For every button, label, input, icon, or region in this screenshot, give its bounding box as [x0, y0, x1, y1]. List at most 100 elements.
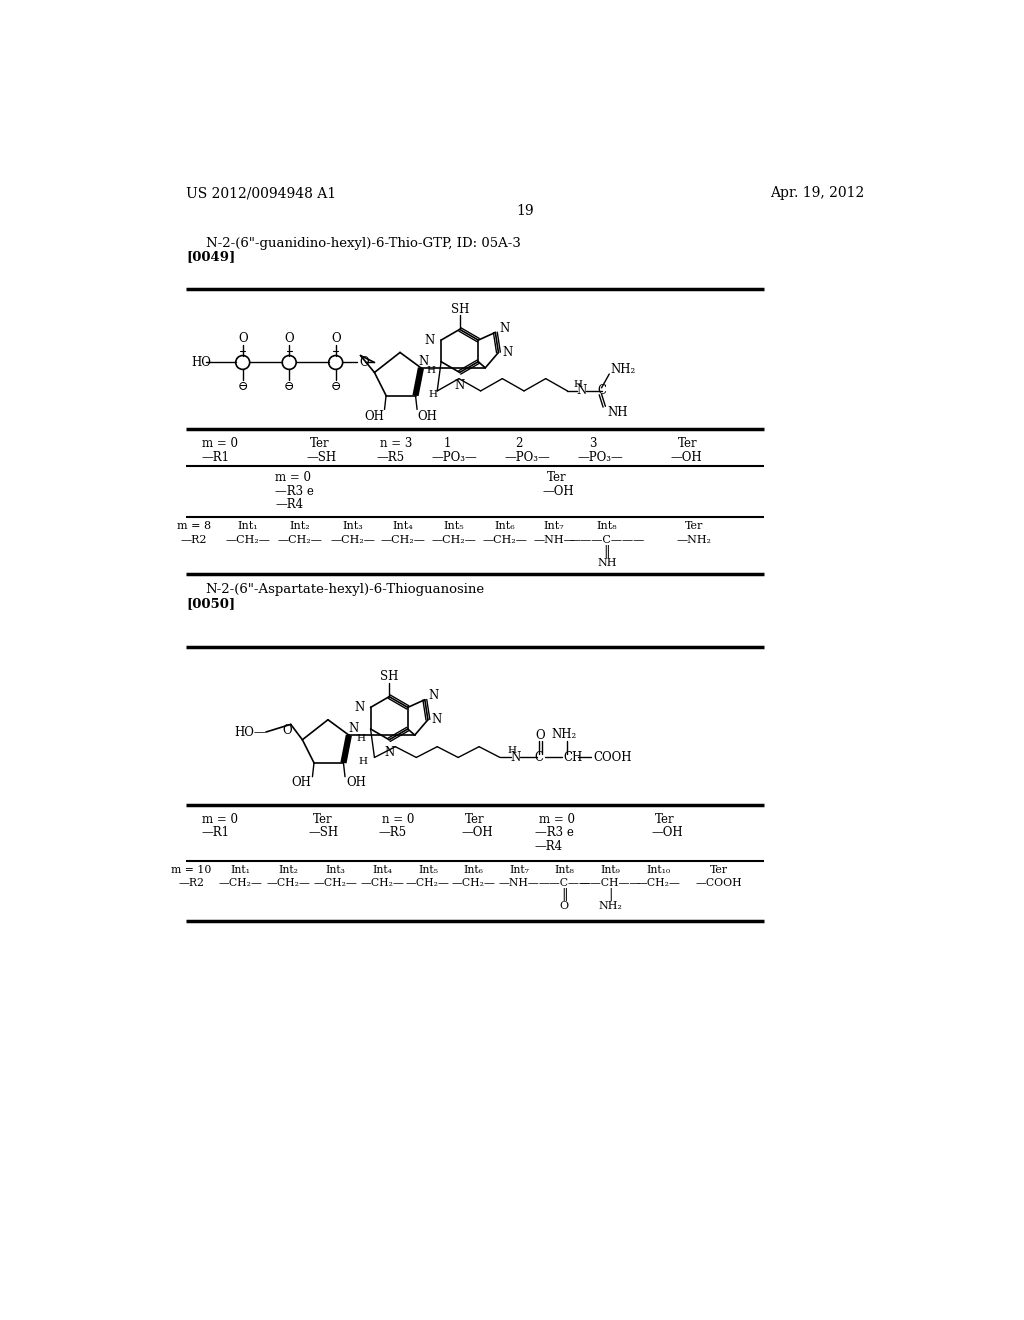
Text: N: N: [500, 322, 510, 335]
Text: NH₂: NH₂: [598, 902, 622, 911]
Text: NH₂: NH₂: [611, 363, 636, 376]
Text: —CH₂—: —CH₂—: [266, 878, 310, 888]
Text: Int₄: Int₄: [393, 521, 414, 532]
Text: Int₁: Int₁: [230, 865, 251, 875]
Text: Ter: Ter: [465, 813, 484, 825]
Text: N: N: [348, 722, 358, 735]
Text: Int₄: Int₄: [373, 865, 392, 875]
Text: Ter: Ter: [710, 865, 727, 875]
Text: —CH₂—: —CH₂—: [406, 878, 450, 888]
Text: 2: 2: [516, 437, 523, 450]
Text: —R1: —R1: [202, 826, 229, 840]
Text: —CH₂—: —CH₂—: [381, 535, 426, 545]
Text: m = 0: m = 0: [539, 813, 574, 825]
Text: —PO₃—: —PO₃—: [432, 450, 477, 463]
Text: 1: 1: [443, 437, 451, 450]
Text: —CH₂—: —CH₂—: [331, 535, 375, 545]
Text: —R5: —R5: [376, 450, 404, 463]
Text: H: H: [427, 367, 435, 375]
Text: Ter: Ter: [655, 813, 675, 825]
Text: —R3 e: —R3 e: [275, 484, 314, 498]
Text: 19: 19: [516, 203, 534, 218]
Text: N: N: [429, 689, 439, 702]
Text: —NH—: —NH—: [499, 878, 540, 888]
Text: O: O: [359, 356, 370, 370]
Text: Int₁₀: Int₁₀: [647, 865, 671, 875]
Text: 3: 3: [589, 437, 597, 450]
Text: m = 0: m = 0: [202, 813, 238, 825]
Text: —OH: —OH: [543, 484, 574, 498]
Text: ⊖: ⊖: [331, 380, 341, 393]
Text: n = 0: n = 0: [382, 813, 415, 825]
Text: n = 3: n = 3: [380, 437, 413, 450]
Text: N: N: [425, 334, 435, 347]
Text: ⊖: ⊖: [284, 380, 295, 393]
Text: Int₃: Int₃: [326, 865, 346, 875]
Text: —OH: —OH: [671, 450, 702, 463]
Text: m = 0: m = 0: [202, 437, 238, 450]
Text: O: O: [285, 333, 294, 345]
Text: O: O: [282, 723, 292, 737]
Text: CH: CH: [563, 751, 583, 764]
Text: —CH₂—: —CH₂—: [225, 535, 270, 545]
Text: OH: OH: [417, 409, 437, 422]
Text: —R3 e: —R3 e: [535, 826, 573, 840]
Text: Int₈: Int₈: [554, 865, 574, 875]
Text: N: N: [503, 346, 513, 359]
Text: —PO₃—: —PO₃—: [578, 450, 624, 463]
Text: [0050]: [0050]: [186, 597, 236, 610]
Text: N-2-(6"-Aspartate-hexyl)-6-Thioguanosine: N-2-(6"-Aspartate-hexyl)-6-Thioguanosine: [206, 583, 484, 597]
Text: N: N: [384, 746, 394, 759]
Text: NH₂: NH₂: [551, 727, 577, 741]
Text: N: N: [419, 355, 429, 368]
Text: Int₆: Int₆: [464, 865, 483, 875]
Text: m = 10: m = 10: [171, 865, 212, 875]
Text: —SH: —SH: [306, 450, 336, 463]
Text: Int₁: Int₁: [238, 521, 258, 532]
Text: ——CH——: ——CH——: [580, 878, 641, 888]
Text: US 2012/0094948 A1: US 2012/0094948 A1: [186, 186, 336, 201]
Text: Ter: Ter: [547, 471, 566, 484]
Text: —CH₂—: —CH₂—: [360, 878, 404, 888]
Text: —CH₂—: —CH₂—: [431, 535, 476, 545]
Text: O: O: [238, 333, 248, 345]
Text: [0049]: [0049]: [186, 249, 236, 263]
Text: —CH₂—: —CH₂—: [482, 535, 527, 545]
Text: OH: OH: [365, 409, 385, 422]
Text: Ter: Ter: [312, 813, 332, 825]
Text: Int₃: Int₃: [342, 521, 364, 532]
Text: O: O: [331, 333, 341, 345]
Text: N: N: [511, 751, 521, 764]
Text: —CH₂—: —CH₂—: [637, 878, 681, 888]
Text: —R5: —R5: [378, 826, 407, 840]
Text: —R4: —R4: [535, 840, 563, 853]
Text: N: N: [577, 384, 587, 397]
Text: —CH₂—: —CH₂—: [278, 535, 323, 545]
Text: Int₇: Int₇: [544, 521, 564, 532]
Text: ——C——: ——C——: [539, 878, 590, 888]
Text: Int₈: Int₈: [597, 521, 617, 532]
Text: OH: OH: [346, 776, 367, 789]
Text: ‖: ‖: [561, 888, 567, 902]
Text: —CH₂—: —CH₂—: [218, 878, 262, 888]
Text: —PO₃—: —PO₃—: [505, 450, 551, 463]
Text: ‖: ‖: [603, 545, 610, 557]
Text: Int₂: Int₂: [279, 865, 298, 875]
Text: —OH: —OH: [461, 826, 493, 840]
Text: C: C: [535, 751, 544, 764]
Text: NH: NH: [607, 407, 629, 418]
Text: H: H: [356, 734, 365, 743]
Text: |: |: [608, 888, 612, 902]
Text: OH: OH: [291, 776, 311, 789]
Text: Ter: Ter: [310, 437, 330, 450]
Text: —SH: —SH: [308, 826, 339, 840]
Text: —CH₂—: —CH₂—: [452, 878, 496, 888]
Text: Int₇: Int₇: [509, 865, 529, 875]
Text: N: N: [354, 701, 365, 714]
Text: ———C———: ———C———: [569, 535, 644, 545]
Text: —COOH: —COOH: [695, 878, 741, 888]
Text: SH: SH: [380, 671, 398, 684]
Text: Int₅: Int₅: [443, 521, 464, 532]
Text: H: H: [358, 756, 368, 766]
Text: —R2: —R2: [180, 535, 207, 545]
